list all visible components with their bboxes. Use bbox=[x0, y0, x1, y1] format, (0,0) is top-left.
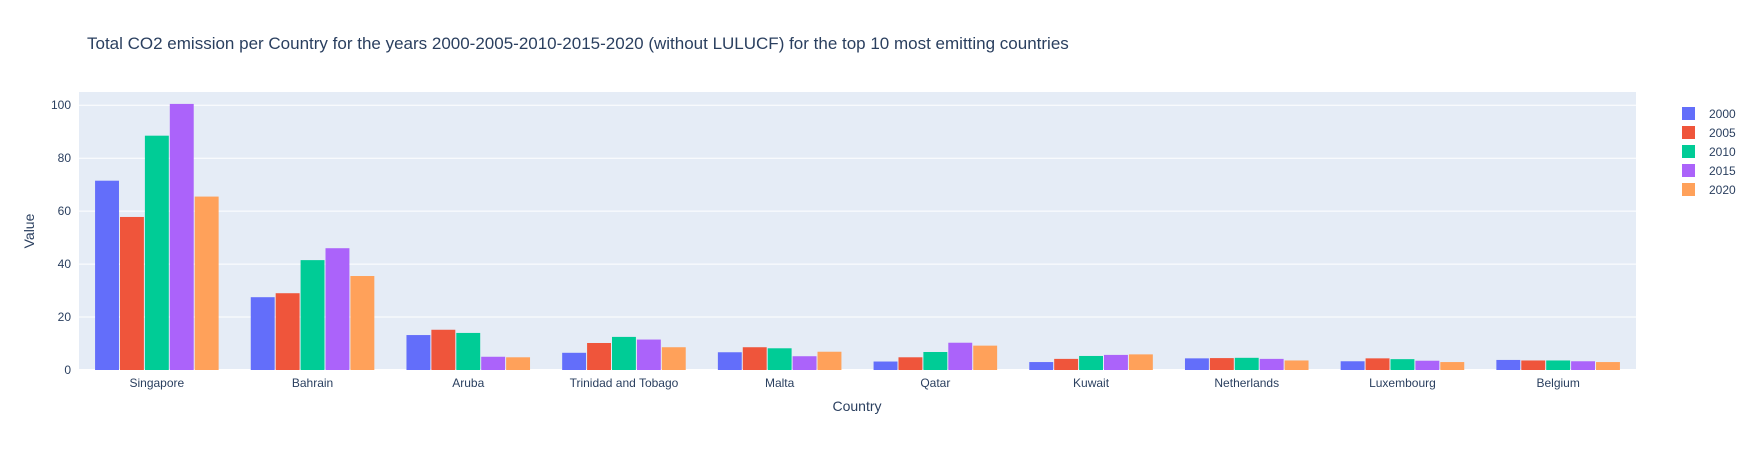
bar bbox=[506, 357, 531, 370]
bar bbox=[948, 342, 973, 370]
bar bbox=[1054, 358, 1079, 370]
y-tick-label: 0 bbox=[64, 363, 71, 377]
bar bbox=[119, 216, 144, 370]
legend-label[interactable]: 2010 bbox=[1709, 145, 1736, 159]
bar bbox=[1079, 355, 1104, 370]
legend-label[interactable]: 2015 bbox=[1709, 164, 1736, 178]
bar bbox=[431, 329, 456, 370]
bars bbox=[95, 103, 1620, 371]
legend-swatch[interactable] bbox=[1682, 183, 1695, 196]
bar bbox=[325, 248, 350, 370]
bar bbox=[611, 336, 636, 370]
bar bbox=[873, 361, 898, 370]
bar bbox=[1596, 362, 1620, 370]
x-tick-labels: Singapore Bahrain Aruba Trinidad and Tobago… bbox=[129, 376, 1579, 390]
bar bbox=[1184, 358, 1209, 370]
bar bbox=[1340, 361, 1365, 370]
bar bbox=[1128, 354, 1153, 370]
bar bbox=[587, 342, 611, 370]
bar bbox=[562, 352, 587, 370]
bar bbox=[144, 135, 169, 370]
bar bbox=[406, 335, 431, 370]
bar bbox=[817, 351, 842, 370]
bar bbox=[194, 196, 219, 370]
bar bbox=[1365, 358, 1390, 370]
bar bbox=[1284, 360, 1309, 370]
bar bbox=[1546, 360, 1571, 370]
x-tick-label: Singapore bbox=[129, 376, 184, 390]
x-tick-label: Trinidad and Tobago bbox=[570, 376, 679, 390]
x-tick-label: Belgium bbox=[1536, 376, 1579, 390]
x-tick-label: Aruba bbox=[452, 376, 484, 390]
legend-swatch[interactable] bbox=[1682, 126, 1695, 139]
bar bbox=[300, 260, 325, 370]
bar bbox=[1104, 354, 1128, 370]
legend: 2000 2005 2010 2015 2020 bbox=[1682, 107, 1736, 197]
legend-label[interactable]: 2000 bbox=[1709, 107, 1736, 121]
bar bbox=[973, 345, 998, 370]
bar bbox=[1390, 359, 1415, 370]
bar bbox=[636, 339, 661, 370]
bar bbox=[95, 180, 119, 370]
bar bbox=[169, 103, 194, 371]
bar bbox=[1415, 360, 1440, 370]
y-tick-label: 80 bbox=[58, 151, 72, 165]
bar bbox=[1029, 362, 1054, 370]
y-axis-title: Value bbox=[21, 213, 37, 248]
bar bbox=[1234, 357, 1259, 370]
legend-swatch[interactable] bbox=[1682, 164, 1695, 177]
bar bbox=[1440, 362, 1465, 370]
x-axis-title: Country bbox=[832, 398, 881, 414]
bar bbox=[923, 351, 948, 370]
chart-title: Total CO2 emission per Country for the y… bbox=[87, 34, 1069, 53]
bar bbox=[898, 357, 923, 370]
bar bbox=[1259, 358, 1284, 370]
bar bbox=[1521, 360, 1546, 370]
bar bbox=[481, 356, 506, 370]
bar bbox=[456, 332, 481, 370]
bar bbox=[1209, 358, 1234, 370]
y-tick-label: 60 bbox=[58, 204, 72, 218]
y-tick-label: 40 bbox=[58, 257, 72, 271]
bar bbox=[661, 347, 686, 370]
bar bbox=[250, 297, 275, 370]
legend-swatch[interactable] bbox=[1682, 145, 1695, 158]
x-tick-label: Malta bbox=[765, 376, 795, 390]
y-tick-labels: 0 20 40 60 80 100 bbox=[51, 98, 71, 377]
bar bbox=[350, 276, 375, 370]
y-tick-label: 20 bbox=[58, 310, 72, 324]
bar bbox=[742, 347, 767, 370]
bar bbox=[1571, 361, 1596, 370]
bar bbox=[275, 293, 300, 370]
bar bbox=[1496, 359, 1521, 370]
legend-label[interactable]: 2005 bbox=[1709, 126, 1736, 140]
legend-swatch[interactable] bbox=[1682, 107, 1695, 120]
x-tick-label: Luxembourg bbox=[1369, 376, 1436, 390]
x-tick-label: Netherlands bbox=[1214, 376, 1279, 390]
bar bbox=[767, 348, 792, 370]
x-tick-label: Kuwait bbox=[1073, 376, 1110, 390]
x-tick-label: Bahrain bbox=[292, 376, 333, 390]
y-tick-label: 100 bbox=[51, 98, 71, 112]
x-tick-label: Qatar bbox=[920, 376, 950, 390]
bar bbox=[792, 356, 817, 370]
legend-label[interactable]: 2020 bbox=[1709, 183, 1736, 197]
bar bbox=[717, 352, 742, 370]
